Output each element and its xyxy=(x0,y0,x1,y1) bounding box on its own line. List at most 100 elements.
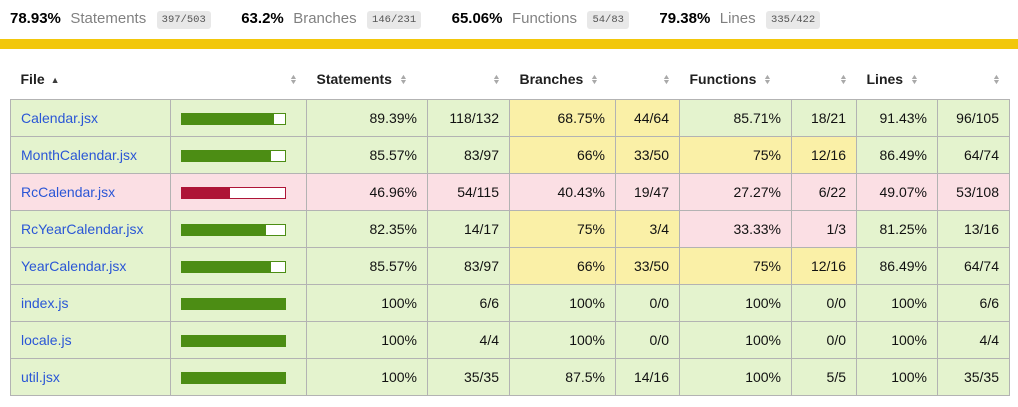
summary-branches: 63.2% Branches 146/231 xyxy=(241,10,422,29)
file-cell: util.jsx xyxy=(10,358,171,396)
branches-raw-cell: 0/0 xyxy=(615,321,680,359)
lines-raw-cell: 6/6 xyxy=(937,284,1010,322)
lines-pct-cell: 100% xyxy=(856,284,938,322)
column-header-file[interactable]: File ▲ xyxy=(10,59,171,100)
functions-pct-cell: 33.33% xyxy=(679,210,792,248)
table-header-row: File ▲ ▲ ▼ Statements ▲ ▼ ▲ ▼ Branches ▲ ▼ ▲ ▼ F… xyxy=(10,59,1010,100)
coverage-bar-cell xyxy=(170,210,307,248)
file-link[interactable]: index.js xyxy=(21,295,69,311)
coverage-bar-fill xyxy=(182,336,285,347)
file-link[interactable]: RcYearCalendar.jsx xyxy=(21,221,144,237)
functions-raw-cell: 6/22 xyxy=(791,173,857,211)
lines-pct-cell: 100% xyxy=(856,321,938,359)
functions-pct-cell: 100% xyxy=(679,321,792,359)
column-header-lines[interactable]: Lines ▲ ▼ xyxy=(856,59,938,100)
coverage-bar-fill xyxy=(182,151,271,162)
functions-pct-cell: 75% xyxy=(679,247,792,285)
summary-statements: 78.93% Statements 397/503 xyxy=(10,10,211,29)
functions-raw-cell: 5/5 xyxy=(791,358,857,396)
table-row: util.jsx 100% 35/35 87.5% 14/16 100% 5/5 100% 35… xyxy=(10,358,1010,396)
file-link[interactable]: MonthCalendar.jsx xyxy=(21,147,137,163)
branches-pct-cell: 68.75% xyxy=(509,99,616,137)
column-header-statements-raw[interactable]: ▲ ▼ xyxy=(427,59,510,100)
functions-label: Functions xyxy=(511,10,577,27)
lines-fraction-badge: 335/422 xyxy=(766,11,821,29)
coverage-bar-chart xyxy=(181,113,286,126)
lines-raw-cell: 35/35 xyxy=(937,358,1010,396)
functions-percent: 65.06% xyxy=(451,10,503,27)
functions-raw-cell: 0/0 xyxy=(791,321,857,359)
coverage-bar-fill xyxy=(182,262,271,273)
functions-raw-cell: 12/16 xyxy=(791,136,857,174)
statements-percent: 78.93% xyxy=(10,10,61,27)
statements-pct-cell: 100% xyxy=(306,321,428,359)
file-link[interactable]: YearCalendar.jsx xyxy=(21,258,127,274)
functions-raw-cell: 1/3 xyxy=(791,210,857,248)
sort-icon[interactable]: ▲ ▼ xyxy=(910,74,919,87)
file-link[interactable]: util.jsx xyxy=(21,369,60,385)
branches-label: Branches xyxy=(293,10,357,27)
lines-label: Lines xyxy=(719,10,756,27)
file-cell: MonthCalendar.jsx xyxy=(10,136,171,174)
branches-pct-cell: 66% xyxy=(509,247,616,285)
coverage-bar-cell xyxy=(170,321,307,359)
coverage-table-body: Calendar.jsx 89.39% 118/132 68.75% 44/64 85.7… xyxy=(10,99,1010,396)
lines-pct-cell: 86.49% xyxy=(856,136,938,174)
coverage-bar-chart xyxy=(181,261,286,274)
table-row: MonthCalendar.jsx 85.57% 83/97 66% 33/50 75% 1… xyxy=(10,136,1010,174)
sort-icon[interactable]: ▲ ▼ xyxy=(288,74,298,87)
branches-pct-cell: 75% xyxy=(509,210,616,248)
sort-icon[interactable]: ▲ ▼ xyxy=(590,74,600,87)
branches-pct-cell: 40.43% xyxy=(509,173,616,211)
sort-icon[interactable]: ▲ ▼ xyxy=(838,74,848,87)
coverage-table: File ▲ ▲ ▼ Statements ▲ ▼ ▲ ▼ Branches ▲ ▼ ▲ ▼ F… xyxy=(10,59,1010,396)
sort-icon[interactable]: ▲ ▼ xyxy=(661,74,671,87)
statements-raw-cell: 118/132 xyxy=(427,99,510,137)
sort-ascending-icon[interactable]: ▲ xyxy=(50,75,60,85)
file-link[interactable]: RcCalendar.jsx xyxy=(21,184,116,200)
branches-raw-cell: 44/64 xyxy=(615,99,680,137)
statements-pct-cell: 82.35% xyxy=(306,210,428,248)
column-header-branches-raw[interactable]: ▲ ▼ xyxy=(615,59,680,100)
column-header-branches[interactable]: Branches ▲ ▼ xyxy=(509,59,616,100)
coverage-bar-chart xyxy=(181,298,286,311)
column-header-statements[interactable]: Statements ▲ ▼ xyxy=(306,59,428,100)
file-link[interactable]: Calendar.jsx xyxy=(21,110,99,126)
lines-pct-cell: 100% xyxy=(856,358,938,396)
file-cell: locale.js xyxy=(10,321,171,359)
sort-icon[interactable]: ▲ ▼ xyxy=(491,74,501,87)
branches-header-label: Branches xyxy=(519,71,584,87)
coverage-bar-cell xyxy=(170,358,307,396)
coverage-bar-fill xyxy=(182,225,267,236)
branches-pct-cell: 87.5% xyxy=(509,358,616,396)
column-header-lines-raw[interactable]: ▲ ▼ xyxy=(937,59,1010,100)
table-row: locale.js 100% 4/4 100% 0/0 100% 0/0 100% 4/4 xyxy=(10,321,1010,359)
branches-raw-cell: 19/47 xyxy=(615,173,680,211)
statements-pct-cell: 100% xyxy=(306,358,428,396)
summary-functions: 65.06% Functions 54/83 xyxy=(451,10,629,29)
coverage-bar-cell xyxy=(170,173,307,211)
column-header-bar[interactable]: ▲ ▼ xyxy=(170,59,307,100)
lines-pct-cell: 86.49% xyxy=(856,247,938,285)
column-header-functions[interactable]: Functions ▲ ▼ xyxy=(679,59,792,100)
sort-icon[interactable]: ▲ ▼ xyxy=(763,74,773,87)
coverage-bar-chart xyxy=(181,224,286,237)
branches-raw-cell: 14/16 xyxy=(615,358,680,396)
statements-raw-cell: 54/115 xyxy=(427,173,510,211)
lines-raw-cell: 4/4 xyxy=(937,321,1010,359)
lines-raw-cell: 53/108 xyxy=(937,173,1010,211)
statements-raw-cell: 6/6 xyxy=(427,284,510,322)
functions-pct-cell: 100% xyxy=(679,284,792,322)
file-link[interactable]: locale.js xyxy=(21,332,72,348)
column-header-functions-raw[interactable]: ▲ ▼ xyxy=(791,59,857,100)
branches-pct-cell: 66% xyxy=(509,136,616,174)
table-row: RcYearCalendar.jsx 82.35% 14/17 75% 3/4 33.33… xyxy=(10,210,1010,248)
statements-pct-cell: 85.57% xyxy=(306,247,428,285)
functions-pct-cell: 100% xyxy=(679,358,792,396)
sort-icon[interactable]: ▲ ▼ xyxy=(991,74,1001,87)
statements-raw-cell: 83/97 xyxy=(427,136,510,174)
table-row: RcCalendar.jsx 46.96% 54/115 40.43% 19/47 27.… xyxy=(10,173,1010,211)
sort-icon[interactable]: ▲ ▼ xyxy=(399,74,408,87)
file-cell: Calendar.jsx xyxy=(10,99,171,137)
